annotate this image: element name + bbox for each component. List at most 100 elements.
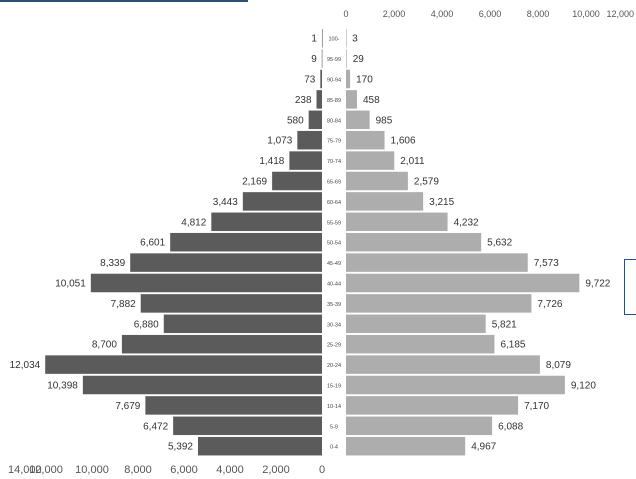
data-label-right-25-29: 6,185 [500,340,525,351]
bar-left-90-94 [320,70,322,89]
bar-right-20-24 [346,355,540,374]
data-label-right-30-34: 5,821 [492,319,517,330]
age-label-15-19: 15-19 [327,384,341,390]
bar-left-40-44 [91,274,322,293]
bar-left-80-84 [309,111,322,130]
x-tick-right-0: 0 [343,9,348,19]
bar-left-100- [322,29,323,48]
bar-left-45-49 [130,253,322,272]
bar-left-95-99 [322,49,323,68]
data-label-right-0-4: 4,967 [471,442,496,453]
data-label-right-90-94: 170 [356,75,373,86]
bar-left-85-89 [317,90,322,109]
bar-right-25-29 [346,335,494,354]
data-label-left-30-34: 6,880 [134,319,159,330]
data-label-left-10-14: 7,679 [115,401,140,412]
age-label-25-29: 25-29 [327,343,341,349]
bar-left-5-9 [173,417,322,436]
x-tick-left-1: 12,000 [29,464,63,476]
age-label-0-4: 0-4 [330,445,338,451]
x-tick-right-3: 6,000 [479,9,502,19]
data-label-left-65-69: 2,169 [242,177,267,188]
bar-right-5-9 [346,417,492,436]
age-label-10-14: 10-14 [327,404,341,410]
x-tick-left-5: 4,000 [216,464,244,476]
data-label-left-40-44: 10,051 [55,279,86,290]
bar-right-85-89 [346,90,357,109]
x-tick-left-7: 0 [319,464,325,476]
x-tick-right-2: 4,000 [431,9,454,19]
bar-left-35-39 [141,294,322,313]
age-label-90-94: 90-94 [327,78,341,84]
data-label-right-65-69: 2,579 [414,177,439,188]
x-tick-left-6: 2,000 [262,464,290,476]
bar-right-90-94 [346,70,350,89]
bar-left-55-59 [211,213,322,232]
bar-left-25-29 [122,335,322,354]
data-label-right-75-79: 1,606 [391,136,416,147]
data-label-right-100-: 3 [352,34,358,45]
bar-right-40-44 [346,274,579,293]
bar-left-75-79 [297,131,322,150]
age-label-70-74: 70-74 [327,159,341,165]
bar-right-70-74 [346,151,394,170]
data-label-left-5-9: 6,472 [143,421,168,432]
bar-right-0-4 [346,437,465,456]
data-label-left-80-84: 580 [287,115,304,126]
cropped-right-panel-edge [624,259,636,315]
bar-right-65-69 [346,172,408,191]
data-label-right-70-74: 2,011 [400,156,425,167]
age-label-45-49: 45-49 [327,261,341,267]
data-label-left-50-54: 6,601 [140,238,165,249]
data-label-left-35-39: 7,882 [111,299,136,310]
data-label-right-80-84: 985 [376,115,393,126]
data-label-right-5-9: 6,088 [498,421,523,432]
bar-right-55-59 [346,213,448,232]
bar-right-30-34 [346,315,486,334]
x-tick-left-2: 10,000 [75,464,109,476]
age-label-50-54: 50-54 [327,241,341,247]
bar-right-100- [346,29,347,48]
age-label-75-79: 75-79 [327,139,341,145]
age-label-55-59: 55-59 [327,220,341,226]
data-label-left-95-99: 9 [311,54,317,65]
age-label-95-99: 95-99 [327,57,341,63]
data-label-right-40-44: 9,722 [585,279,610,290]
bar-right-80-84 [346,111,370,130]
bar-right-35-39 [346,294,531,313]
bar-left-70-74 [289,151,322,170]
x-tick-right-6: 12,000 [606,9,634,19]
data-label-right-35-39: 7,726 [537,299,562,310]
bar-right-15-19 [346,376,565,395]
data-label-right-50-54: 5,632 [487,238,512,249]
bar-left-65-69 [272,172,322,191]
x-tick-left-4: 6,000 [170,464,198,476]
x-tick-right-4: 8,000 [527,9,550,19]
age-label-80-84: 80-84 [327,118,341,124]
age-label-20-24: 20-24 [327,363,341,369]
data-label-left-15-19: 10,398 [47,381,78,392]
data-label-right-10-14: 7,170 [524,401,549,412]
bar-left-15-19 [83,376,322,395]
bar-left-20-24 [45,355,322,374]
bar-left-50-54 [170,233,322,252]
age-label-30-34: 30-34 [327,322,341,328]
bar-right-50-54 [346,233,481,252]
bar-right-10-14 [346,396,518,415]
age-label-35-39: 35-39 [327,302,341,308]
data-label-left-55-59: 4,812 [181,217,206,228]
data-label-right-20-24: 8,079 [546,360,571,371]
bar-left-0-4 [198,437,322,456]
age-label-5-9: 5-9 [330,424,338,430]
x-tick-right-5: 10,000 [572,9,600,19]
bar-left-30-34 [164,315,322,334]
data-label-left-60-64: 3,443 [213,197,238,208]
age-label-60-64: 60-64 [327,200,341,206]
cropped-top-border [0,0,248,2]
bar-left-60-64 [243,192,322,211]
bar-right-95-99 [346,49,347,68]
data-label-right-15-19: 9,120 [571,381,596,392]
data-label-right-45-49: 7,573 [534,258,559,269]
age-label-65-69: 65-69 [327,180,341,186]
data-label-left-25-29: 8,700 [92,340,117,351]
